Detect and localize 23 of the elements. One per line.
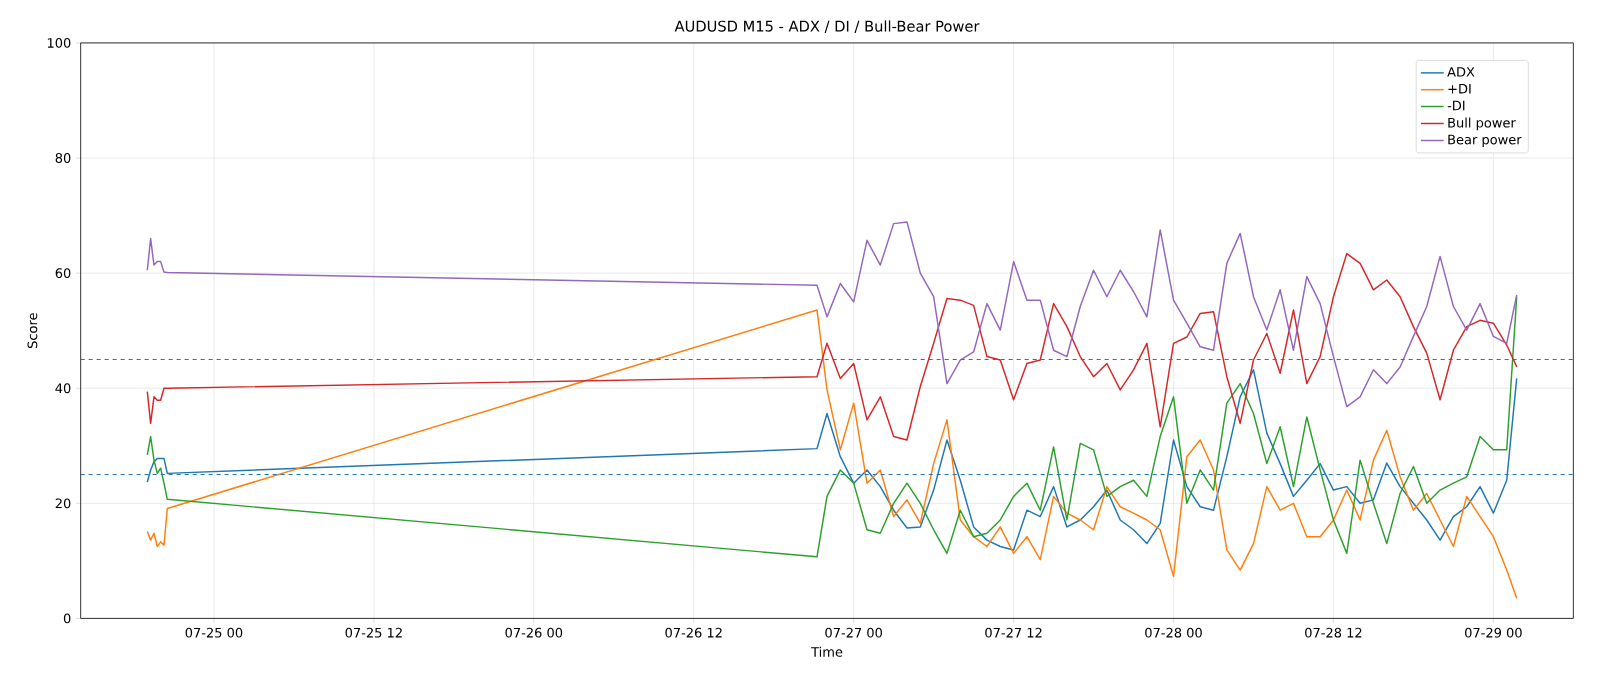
- x-tick-label: 07-29 00: [1465, 627, 1522, 638]
- x-tick-label: 07-26 12: [665, 627, 722, 638]
- legend-label: Bull power: [1448, 117, 1516, 131]
- y-tick-label: 40: [55, 383, 71, 394]
- x-axis-title: Time: [811, 646, 843, 657]
- legend-label: +DI: [1448, 83, 1471, 94]
- x-tick-label: 07-26 00: [505, 627, 563, 638]
- y-tick-label: 100: [47, 38, 71, 48]
- x-tick-label: 07-25 00: [185, 627, 243, 638]
- x-tick-label: 07-28 12: [1305, 627, 1362, 638]
- x-tick-label: 07-25 12: [345, 627, 402, 638]
- x-tick-label: 07-27 12: [985, 627, 1042, 638]
- x-tick-label: 07-28 00: [1145, 627, 1202, 638]
- y-tick-label: 60: [55, 268, 71, 279]
- chart-title: AUDUSD M15 - ADX / DI / Bull-Bear Power: [674, 20, 980, 33]
- legend-label: ADX: [1447, 67, 1475, 77]
- legend-label: Bear power: [1448, 134, 1522, 147]
- y-tick-label: 20: [55, 498, 71, 509]
- y-tick-label: 0: [63, 613, 71, 624]
- y-tick-label: 80: [55, 153, 71, 163]
- x-tick-label: 07-27 00: [825, 627, 882, 638]
- y-axis-title: Score: [27, 313, 38, 349]
- legend-label: -DI: [1447, 100, 1465, 111]
